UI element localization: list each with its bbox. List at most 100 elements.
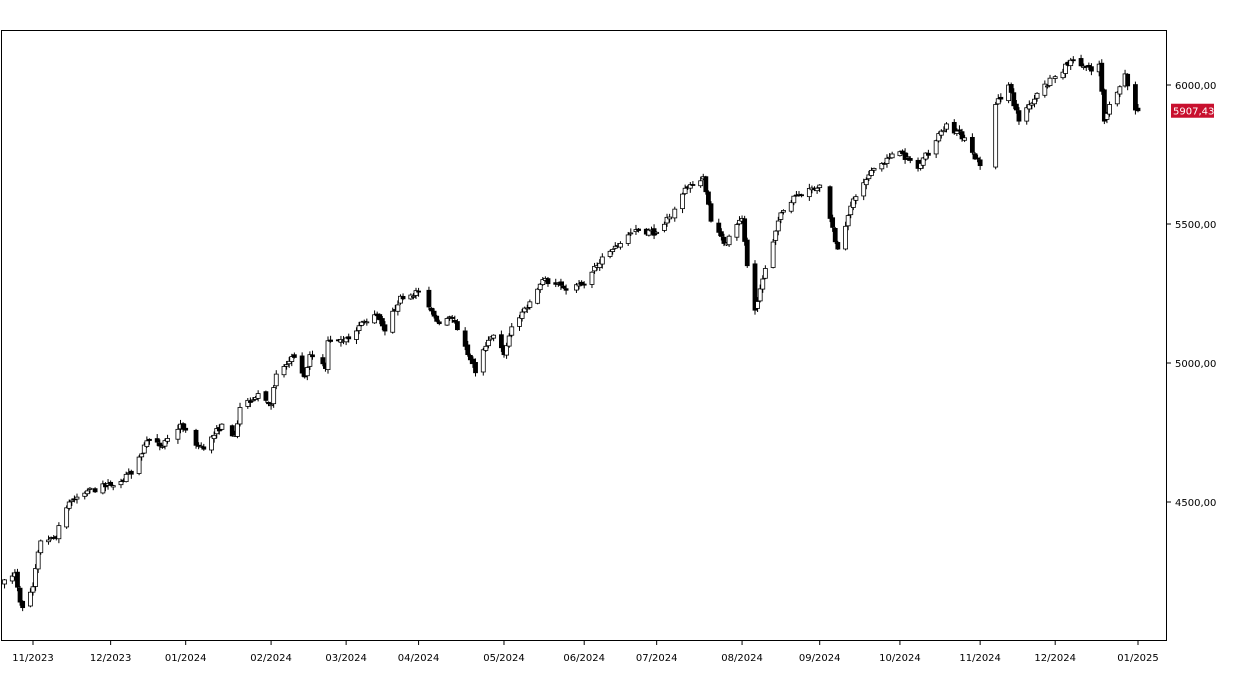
candle-up <box>74 496 80 500</box>
candle-down <box>299 355 305 374</box>
candle-up <box>662 223 667 231</box>
candle-up <box>175 428 181 440</box>
candle-up <box>843 225 848 250</box>
candle-up <box>791 195 797 204</box>
candle-up <box>737 219 742 225</box>
candle-up <box>286 360 292 365</box>
candle-down <box>1101 89 1107 122</box>
plot-frame <box>1 30 1167 641</box>
y-tick-label: 6000,00 <box>1175 81 1216 92</box>
candle-down <box>581 283 587 286</box>
candle-up <box>845 215 851 227</box>
candle-down <box>977 159 983 167</box>
candle-up <box>863 179 869 186</box>
candle-down <box>690 184 696 186</box>
candle-up <box>625 234 631 244</box>
candle-down <box>434 315 440 322</box>
candle-up <box>35 551 41 570</box>
candle-up <box>343 337 349 343</box>
candle-up <box>273 373 279 387</box>
candle-down <box>561 285 566 289</box>
candle-down <box>15 571 20 588</box>
candle-down <box>1070 59 1076 62</box>
candle-down <box>328 339 333 342</box>
candle-down <box>563 288 569 291</box>
candle-up <box>1042 83 1048 96</box>
candle-down <box>1008 84 1014 93</box>
candle-up <box>923 152 929 160</box>
candle-up <box>1068 59 1074 67</box>
candle-up <box>211 434 217 440</box>
x-axis: 11/2023 12/2023 01/2024 02/2024 03/2024 04/20… <box>12 640 1159 664</box>
candle-up <box>905 156 911 159</box>
candle-up <box>517 317 522 327</box>
candle-down <box>1011 92 1017 107</box>
candle-down <box>907 158 913 161</box>
candle-up <box>483 345 489 351</box>
candle-up <box>28 591 33 607</box>
candle-up <box>698 180 704 187</box>
candle-up <box>762 268 768 279</box>
candle-down <box>92 488 98 493</box>
candle-up <box>654 231 660 234</box>
candle-up <box>395 304 401 312</box>
candle-up <box>1034 92 1040 99</box>
candle-up <box>933 140 939 155</box>
candle-down <box>247 401 253 403</box>
candle-down <box>969 136 975 153</box>
candle-down <box>455 321 460 331</box>
candle-up <box>755 301 760 309</box>
candle-up <box>889 153 895 159</box>
candle-up <box>38 540 44 554</box>
candle-up <box>522 307 528 313</box>
candle-down <box>799 194 804 197</box>
candle-down <box>1133 84 1138 111</box>
x-tick-label: 09/2024 <box>799 653 841 664</box>
candle-up <box>540 279 546 285</box>
candle-up <box>444 318 450 326</box>
x-tick-label: 07/2024 <box>636 653 678 664</box>
candle-down <box>416 290 421 293</box>
candle-up <box>1063 63 1068 74</box>
candle-up <box>524 307 530 310</box>
candle-up <box>920 157 926 166</box>
candle-down <box>1078 58 1084 67</box>
x-tick-label: 03/2024 <box>325 653 367 664</box>
candle-up <box>354 330 359 340</box>
candle-up <box>597 262 603 268</box>
candle-up <box>325 340 331 371</box>
candle-up <box>281 366 287 376</box>
x-tick-label: 12/2023 <box>90 653 132 664</box>
candle-up <box>364 321 370 324</box>
candle-up <box>775 220 781 232</box>
candle-up <box>869 170 874 176</box>
candle-down <box>742 218 748 242</box>
candle-down <box>708 203 714 222</box>
candle-up <box>993 104 999 168</box>
candle-up <box>954 130 960 134</box>
candle-down <box>716 222 722 233</box>
candle-up <box>850 198 856 208</box>
candle-down <box>108 481 114 486</box>
candle-down <box>473 362 478 374</box>
candle-down <box>1013 103 1019 111</box>
candle-up <box>9 575 15 582</box>
candle-up <box>607 250 613 257</box>
candle-up <box>118 481 124 486</box>
candle-up <box>1029 102 1035 106</box>
candle-down <box>17 587 23 603</box>
x-tick-label: 02/2024 <box>250 653 292 664</box>
candle-down <box>721 236 727 244</box>
y-tick-label: 5500,00 <box>1175 220 1216 231</box>
candle-up <box>574 284 579 291</box>
candle-up <box>480 349 486 373</box>
candle-up <box>734 224 740 238</box>
candle-up <box>817 184 823 189</box>
candle-up <box>848 205 854 216</box>
candle-down <box>835 242 841 250</box>
candle-up <box>866 174 872 180</box>
candle-down <box>545 278 551 285</box>
candle-up <box>491 334 497 339</box>
